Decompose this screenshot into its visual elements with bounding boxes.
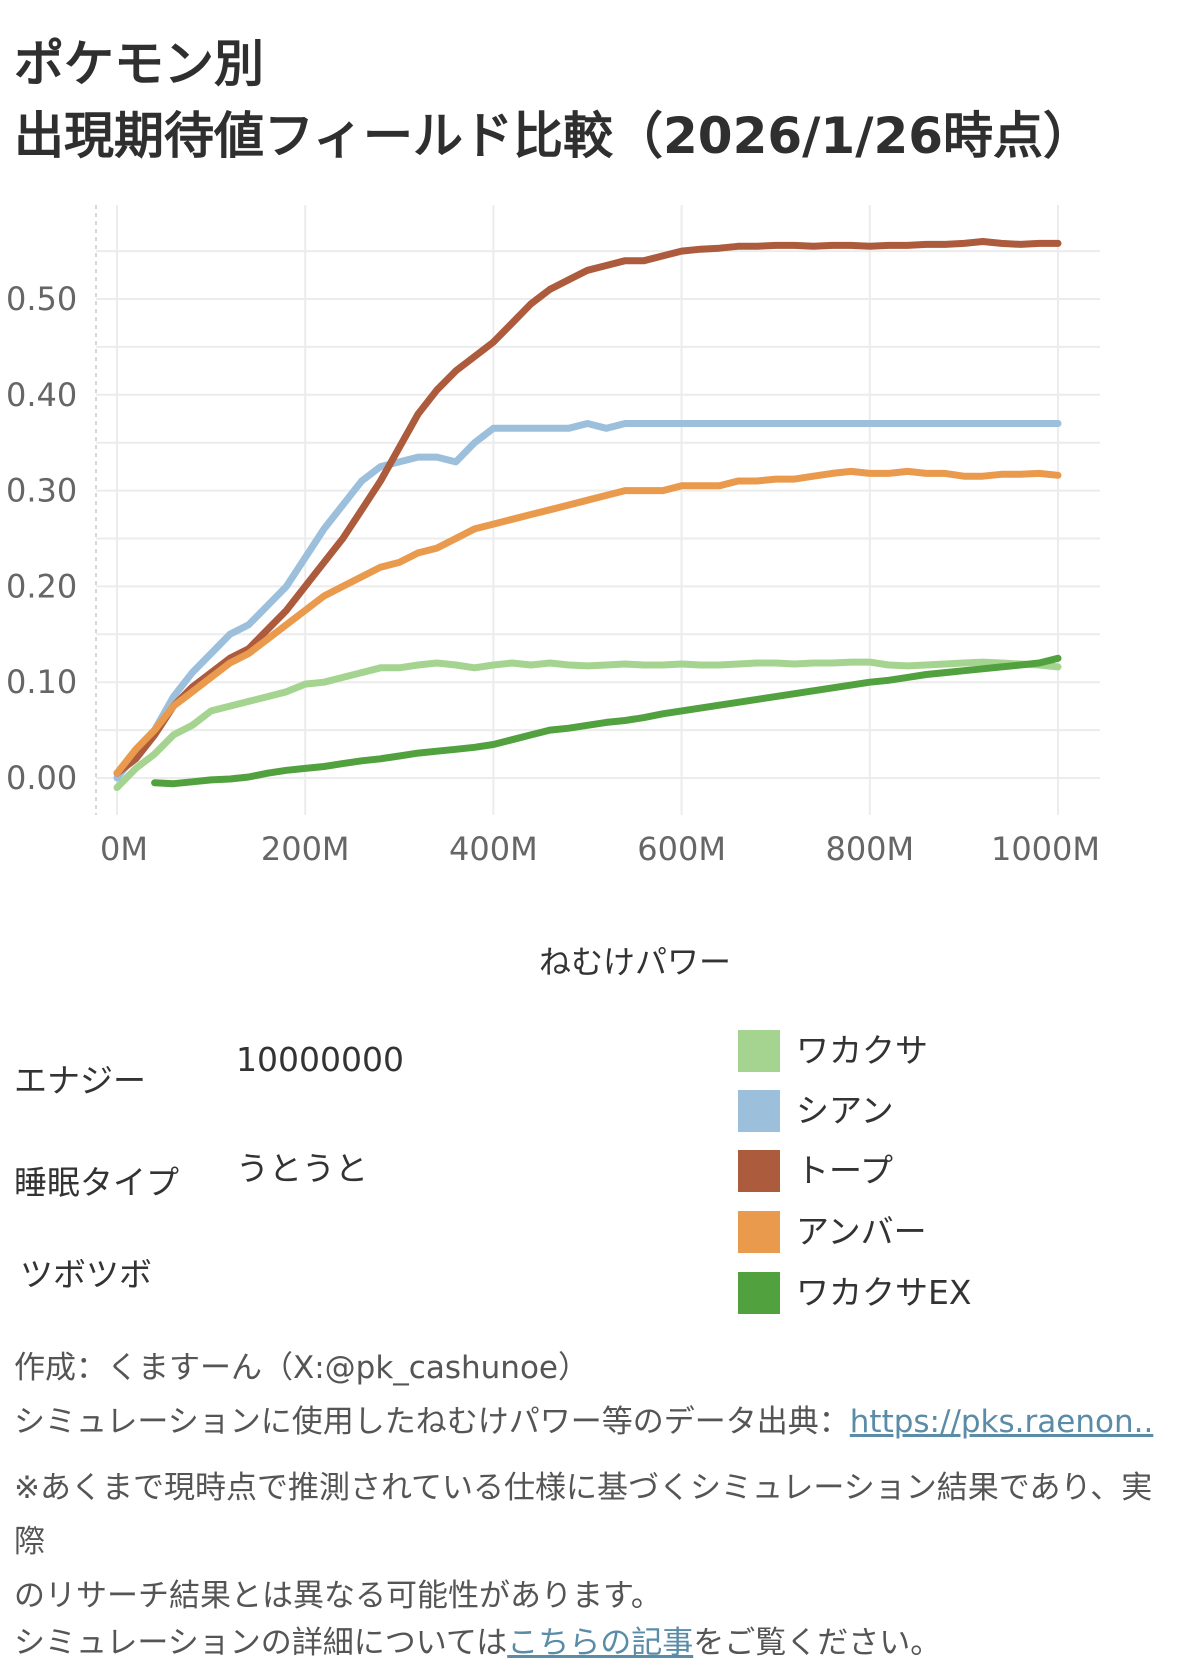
- line-chart: 0.00 0.10 0.20 0.30 0.40 0.50 0M 200M 400M 600M 8…: [6, 205, 1100, 980]
- x-tick-label: 0M: [100, 830, 148, 868]
- x-tick-label: 600M: [637, 830, 726, 868]
- series-line: [151, 654, 1062, 788]
- tsubotsubo-label: ツボツボ: [20, 1255, 152, 1294]
- y-axis-ticks: 0.00 0.10 0.20 0.30 0.40 0.50: [6, 280, 77, 797]
- legend-label: ワカクサEX: [796, 1273, 972, 1312]
- legend-swatch: [738, 1211, 780, 1253]
- chart-title-line1: ポケモン別: [14, 35, 264, 93]
- energy-value: 10000000: [236, 1040, 404, 1079]
- sleep-type-value: うとうと: [236, 1149, 368, 1188]
- series-line: [113, 467, 1062, 777]
- legend-label: ワカクサ: [796, 1031, 928, 1070]
- legend-label: アンバー: [796, 1212, 927, 1251]
- y-tick-label: 0.10: [6, 663, 77, 701]
- source-link[interactable]: https://pks.raenon..: [849, 1404, 1154, 1440]
- disclaimer-line1: ※あくまで現時点で推測されている仕様に基づくシミュレーション結果であり、実際: [14, 1470, 1153, 1560]
- series-line: [113, 658, 1062, 792]
- series-line: [113, 238, 1062, 777]
- legend-swatch: [738, 1030, 780, 1072]
- details-prefix: シミュレーションの詳細については: [14, 1625, 508, 1661]
- chart-series: [113, 238, 1062, 792]
- y-tick-label: 0.50: [6, 280, 77, 318]
- simulation-params: エナジー 10000000 睡眠タイプ うとうと ツボツボ: [14, 1040, 714, 1330]
- x-axis-label: ねむけパワー: [539, 943, 731, 980]
- chart-title: ポケモン別 出現期待値フィールド比較（2026/1/26時点）: [14, 28, 1093, 172]
- details-suffix: をご覧ください。: [693, 1625, 942, 1661]
- x-axis-ticks: 0M 200M 400M 600M 800M 1000M: [100, 830, 1100, 868]
- y-tick-label: 0.20: [6, 567, 77, 605]
- source-prefix: シミュレーションに使用したねむけパワー等のデータ出典：: [14, 1404, 850, 1440]
- author-credit: 作成：くますーん（X:@pk_cashunoe）: [14, 1350, 589, 1386]
- legend-label: シアン: [796, 1091, 894, 1130]
- y-tick-label: 0.00: [6, 759, 77, 797]
- y-tick-label: 0.40: [6, 376, 77, 414]
- energy-label: エナジー: [14, 1061, 146, 1100]
- footer-details: シミュレーションの詳細についてはこちらの記事をご覧ください。: [14, 1616, 1164, 1670]
- y-tick-label: 0.30: [6, 472, 77, 510]
- legend-swatch: [738, 1150, 780, 1192]
- chart-title-line2: 出現期待値フィールド比較（2026/1/26時点）: [14, 107, 1094, 165]
- footer-source: シミュレーションに使用したねむけパワー等のデータ出典：https://pks.r…: [14, 1395, 1164, 1449]
- legend-swatch: [738, 1272, 780, 1314]
- article-link[interactable]: こちらの記事: [507, 1625, 694, 1661]
- series-line: [113, 420, 1062, 782]
- x-tick-label: 400M: [449, 830, 538, 868]
- chart-grid: [95, 205, 1100, 815]
- x-tick-label: 200M: [261, 830, 350, 868]
- sleep-type-label: 睡眠タイプ: [14, 1163, 179, 1202]
- x-tick-label: 800M: [825, 830, 914, 868]
- legend-swatch: [738, 1090, 780, 1132]
- footer-disclaimer: ※あくまで現時点で推測されている仕様に基づくシミュレーション結果であり、実際 の…: [14, 1461, 1164, 1623]
- legend-label: トープ: [796, 1151, 894, 1190]
- x-tick-label: 1000M: [991, 830, 1100, 868]
- footer-author: 作成：くますーん（X:@pk_cashunoe）: [14, 1341, 1164, 1395]
- disclaimer-line2: のリサーチ結果とは異なる可能性があります。: [14, 1578, 662, 1614]
